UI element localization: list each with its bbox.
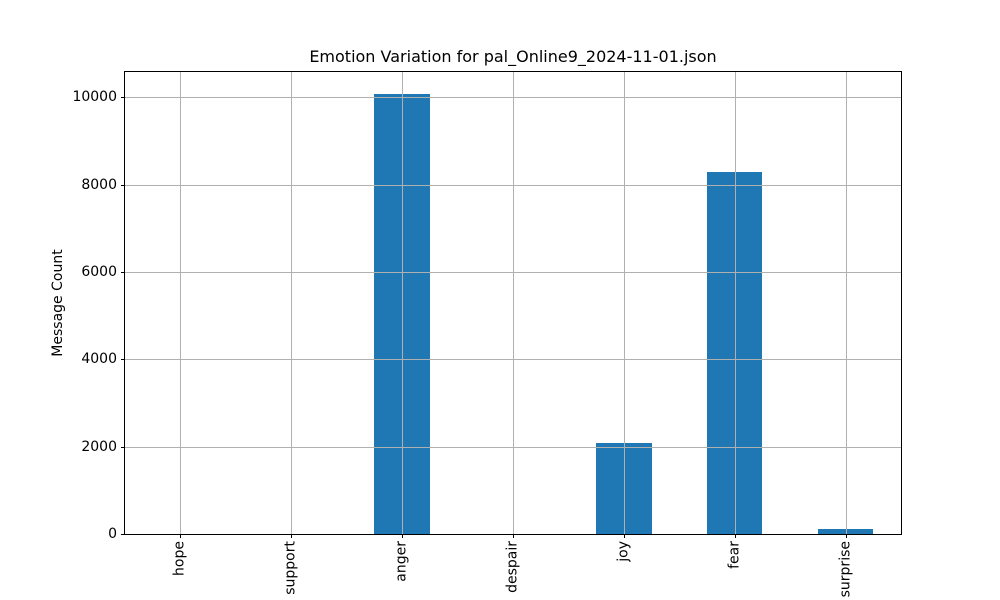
bar-surprise xyxy=(817,529,874,534)
bar-anger xyxy=(374,93,430,534)
y-tick-label: 2000 xyxy=(81,438,117,455)
x-tick-mark xyxy=(845,534,847,538)
plot-area xyxy=(124,71,902,535)
x-tick-label: surprise xyxy=(837,541,854,598)
x-tick-mark xyxy=(623,534,625,538)
gridline-vertical xyxy=(623,72,625,534)
y-tick-mark xyxy=(121,271,125,273)
x-tick-mark xyxy=(180,534,182,538)
y-tick-mark xyxy=(121,359,125,361)
y-tick-label: 10000 xyxy=(72,89,117,106)
gridline-vertical xyxy=(845,72,847,534)
x-tick-label: fear xyxy=(726,541,743,569)
gridline-vertical xyxy=(180,72,182,534)
y-tick-mark xyxy=(121,446,125,448)
gridline-vertical xyxy=(291,72,293,534)
x-tick-mark xyxy=(513,534,514,538)
x-tick-mark xyxy=(402,534,404,538)
y-tick-label: 0 xyxy=(108,526,117,542)
y-tick-mark xyxy=(121,184,125,186)
x-tick-label: joy xyxy=(615,541,632,562)
y-tick-label: 4000 xyxy=(81,351,117,368)
y-tick-label: 8000 xyxy=(81,176,117,193)
chart-title: Emotion Variation for pal_Online9_2024-1… xyxy=(309,47,717,66)
gridline-vertical xyxy=(402,72,404,534)
y-tick-mark xyxy=(121,534,125,535)
gridline-vertical xyxy=(734,72,736,534)
x-tick-label: anger xyxy=(393,541,410,582)
x-tick-mark xyxy=(734,534,736,538)
x-tick-label: hope xyxy=(171,541,188,576)
y-tick-mark xyxy=(121,97,125,99)
x-tick-label: despair xyxy=(504,541,521,593)
x-tick-mark xyxy=(291,534,293,538)
x-tick-label: support xyxy=(282,541,299,595)
y-tick-label: 6000 xyxy=(81,263,117,280)
gridline-vertical xyxy=(513,72,514,534)
